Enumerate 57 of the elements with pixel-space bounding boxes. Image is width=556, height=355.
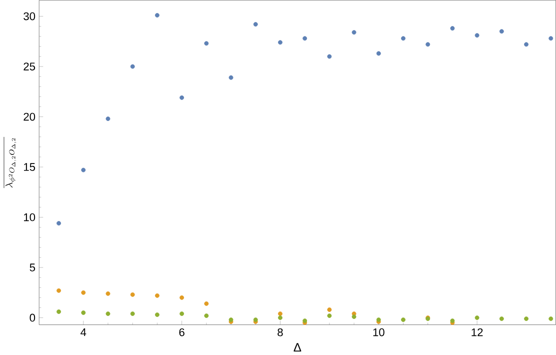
point (499, 29, 504, 34)
y-tick-label: 20 (24, 112, 36, 121)
point (474, 33, 480, 38)
y-tick-label: 25 (24, 62, 36, 71)
point (154, 293, 160, 298)
point (278, 316, 282, 320)
point (327, 308, 332, 312)
point (327, 314, 332, 318)
point (352, 30, 356, 35)
point (401, 318, 406, 322)
point (401, 36, 406, 41)
x-tick-label: 12 (472, 328, 483, 336)
y-axis-title: $\overline{\lambda_{\phi^2 O_{\Delta,2}O_{\Delta,2}}}$ (4, 136, 16, 188)
point (106, 291, 110, 296)
point (278, 40, 282, 45)
point (474, 316, 480, 320)
x-tick-label: 8 (278, 328, 283, 336)
point (499, 316, 504, 322)
x-axis-title: Δ (294, 343, 302, 352)
point (524, 316, 528, 322)
x-tick-label: 4 (80, 328, 86, 336)
point (524, 42, 528, 47)
point (180, 96, 184, 100)
point (81, 168, 86, 172)
point (228, 75, 234, 80)
point (352, 314, 356, 320)
point (81, 310, 86, 315)
point (130, 64, 135, 69)
point (154, 13, 160, 18)
y-tick-label: 30 (24, 12, 36, 20)
point (204, 314, 209, 318)
point (56, 288, 62, 293)
point (426, 42, 430, 47)
y-tick-label: 0 (30, 314, 36, 322)
y-tick-label: 15 (24, 163, 36, 171)
point (56, 310, 62, 314)
point (180, 295, 184, 300)
point (106, 116, 110, 122)
point (278, 312, 282, 316)
point (106, 312, 110, 316)
point (130, 312, 135, 316)
point (327, 54, 332, 59)
point (180, 312, 184, 316)
x-tick-label: 6 (179, 328, 184, 336)
point (204, 302, 209, 306)
point (450, 26, 455, 31)
x-tick-label: 10 (373, 328, 384, 336)
y-tick-label: 5 (30, 264, 36, 272)
y-tick-label: 10 (24, 213, 36, 222)
point (302, 36, 308, 41)
point (130, 292, 135, 297)
point (154, 312, 160, 318)
point (56, 221, 62, 226)
point (376, 51, 381, 56)
point (81, 290, 86, 295)
point (253, 22, 258, 27)
point (204, 41, 209, 46)
